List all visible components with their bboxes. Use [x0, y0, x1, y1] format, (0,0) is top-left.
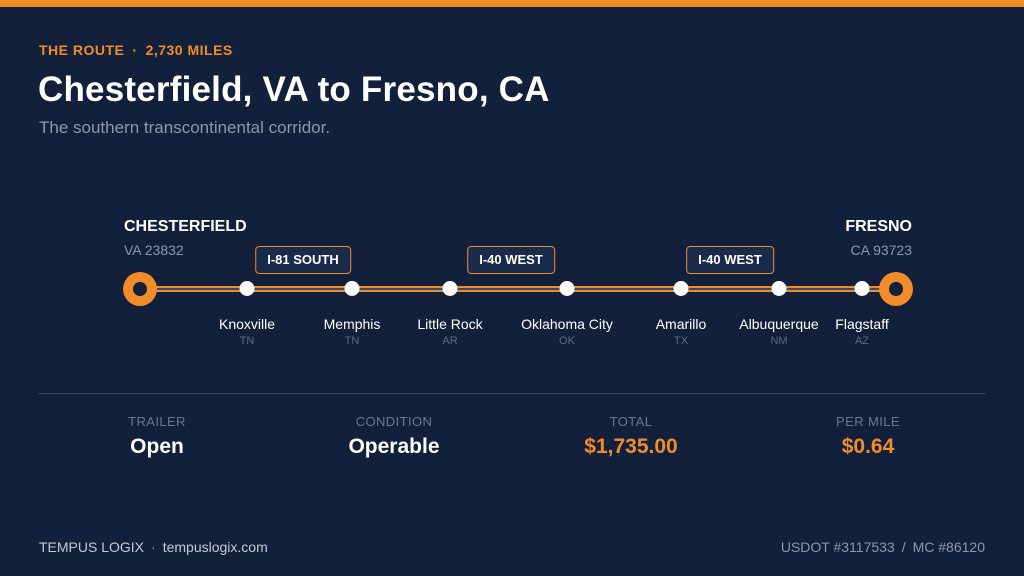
stat-label: TRAILER	[128, 414, 186, 429]
stop-name: Flagstaff	[835, 316, 889, 332]
route-eyebrow: THE ROUTE · 2,730 MILES	[39, 42, 233, 58]
origin-node	[123, 272, 157, 306]
stat-value: Open	[130, 435, 184, 458]
destination-name: FRESNO	[845, 218, 912, 235]
stop-dot-little-rock	[442, 281, 458, 296]
stop-dot-albuquerque	[771, 281, 787, 296]
stat-per-mile: PER MILE $0.64	[778, 414, 958, 459]
eyebrow-separator: ·	[132, 42, 138, 58]
stat-label: TOTAL	[609, 414, 653, 429]
stop-name: Oklahoma City	[521, 316, 613, 332]
footer-brand: TEMPUS LOGIX · tempuslogix.com	[39, 539, 268, 555]
stat-label: CONDITION	[355, 414, 433, 429]
stop-state: AZ	[854, 335, 870, 347]
highway-tag-1: I-81 SOUTH	[255, 246, 351, 274]
origin-zip: VA 23832	[124, 242, 184, 258]
stop-state: AR	[442, 335, 458, 347]
mc-number: MC #86120	[912, 539, 985, 555]
stop-name: Memphis	[323, 316, 381, 332]
stop-state: NM	[770, 335, 788, 347]
eyebrow-miles: 2,730 MILES	[145, 42, 233, 58]
stop-state: TN	[239, 335, 255, 347]
stat-condition: CONDITION Operable	[304, 414, 484, 459]
stop-dot-knoxville	[239, 281, 255, 296]
stop-state: OK	[559, 335, 575, 347]
top-accent-bar	[0, 0, 1024, 7]
stat-value: Operable	[348, 435, 440, 458]
footer-separator: ·	[151, 539, 156, 555]
stat-value: $0.64	[841, 435, 895, 458]
stop-name: Knoxville	[218, 316, 276, 332]
stop-name: Little Rock	[417, 316, 483, 332]
stop-name: Albuquerque	[739, 316, 819, 332]
highway-tag-2: I-40 WEST	[467, 246, 555, 274]
stop-dot-flagstaff	[854, 281, 870, 296]
route-line-core	[140, 288, 896, 290]
page-subtitle: The southern transcontinental corridor.	[39, 118, 331, 137]
footer-credentials: USDOT #3117533 / MC #86120	[781, 539, 985, 555]
stat-label: PER MILE	[836, 414, 900, 429]
origin-name: CHESTERFIELD	[124, 218, 247, 235]
stop-dot-memphis	[344, 281, 360, 296]
brand-name: TEMPUS LOGIX	[39, 539, 145, 555]
stop-dot-oklahoma-city	[559, 281, 575, 296]
website-link[interactable]: tempuslogix.com	[162, 539, 268, 555]
stat-trailer: TRAILER Open	[67, 414, 247, 459]
stat-value: $1,735.00	[584, 435, 678, 458]
usdot-number: USDOT #3117533	[780, 539, 895, 555]
stat-total: TOTAL $1,735.00	[541, 414, 721, 459]
credentials-divider: /	[901, 539, 906, 555]
page-title: Chesterfield, VA to Fresno, CA	[38, 70, 550, 109]
stop-state: TX	[673, 335, 689, 347]
section-divider	[38, 393, 986, 394]
destination-node	[879, 272, 913, 306]
stop-state: TN	[344, 335, 360, 347]
eyebrow-label: THE ROUTE	[39, 42, 125, 58]
highway-tag-3: I-40 WEST	[686, 246, 774, 274]
destination-zip: CA 93723	[850, 242, 913, 258]
stop-name: Amarillo	[655, 316, 707, 332]
stop-dot-amarillo	[673, 281, 689, 296]
